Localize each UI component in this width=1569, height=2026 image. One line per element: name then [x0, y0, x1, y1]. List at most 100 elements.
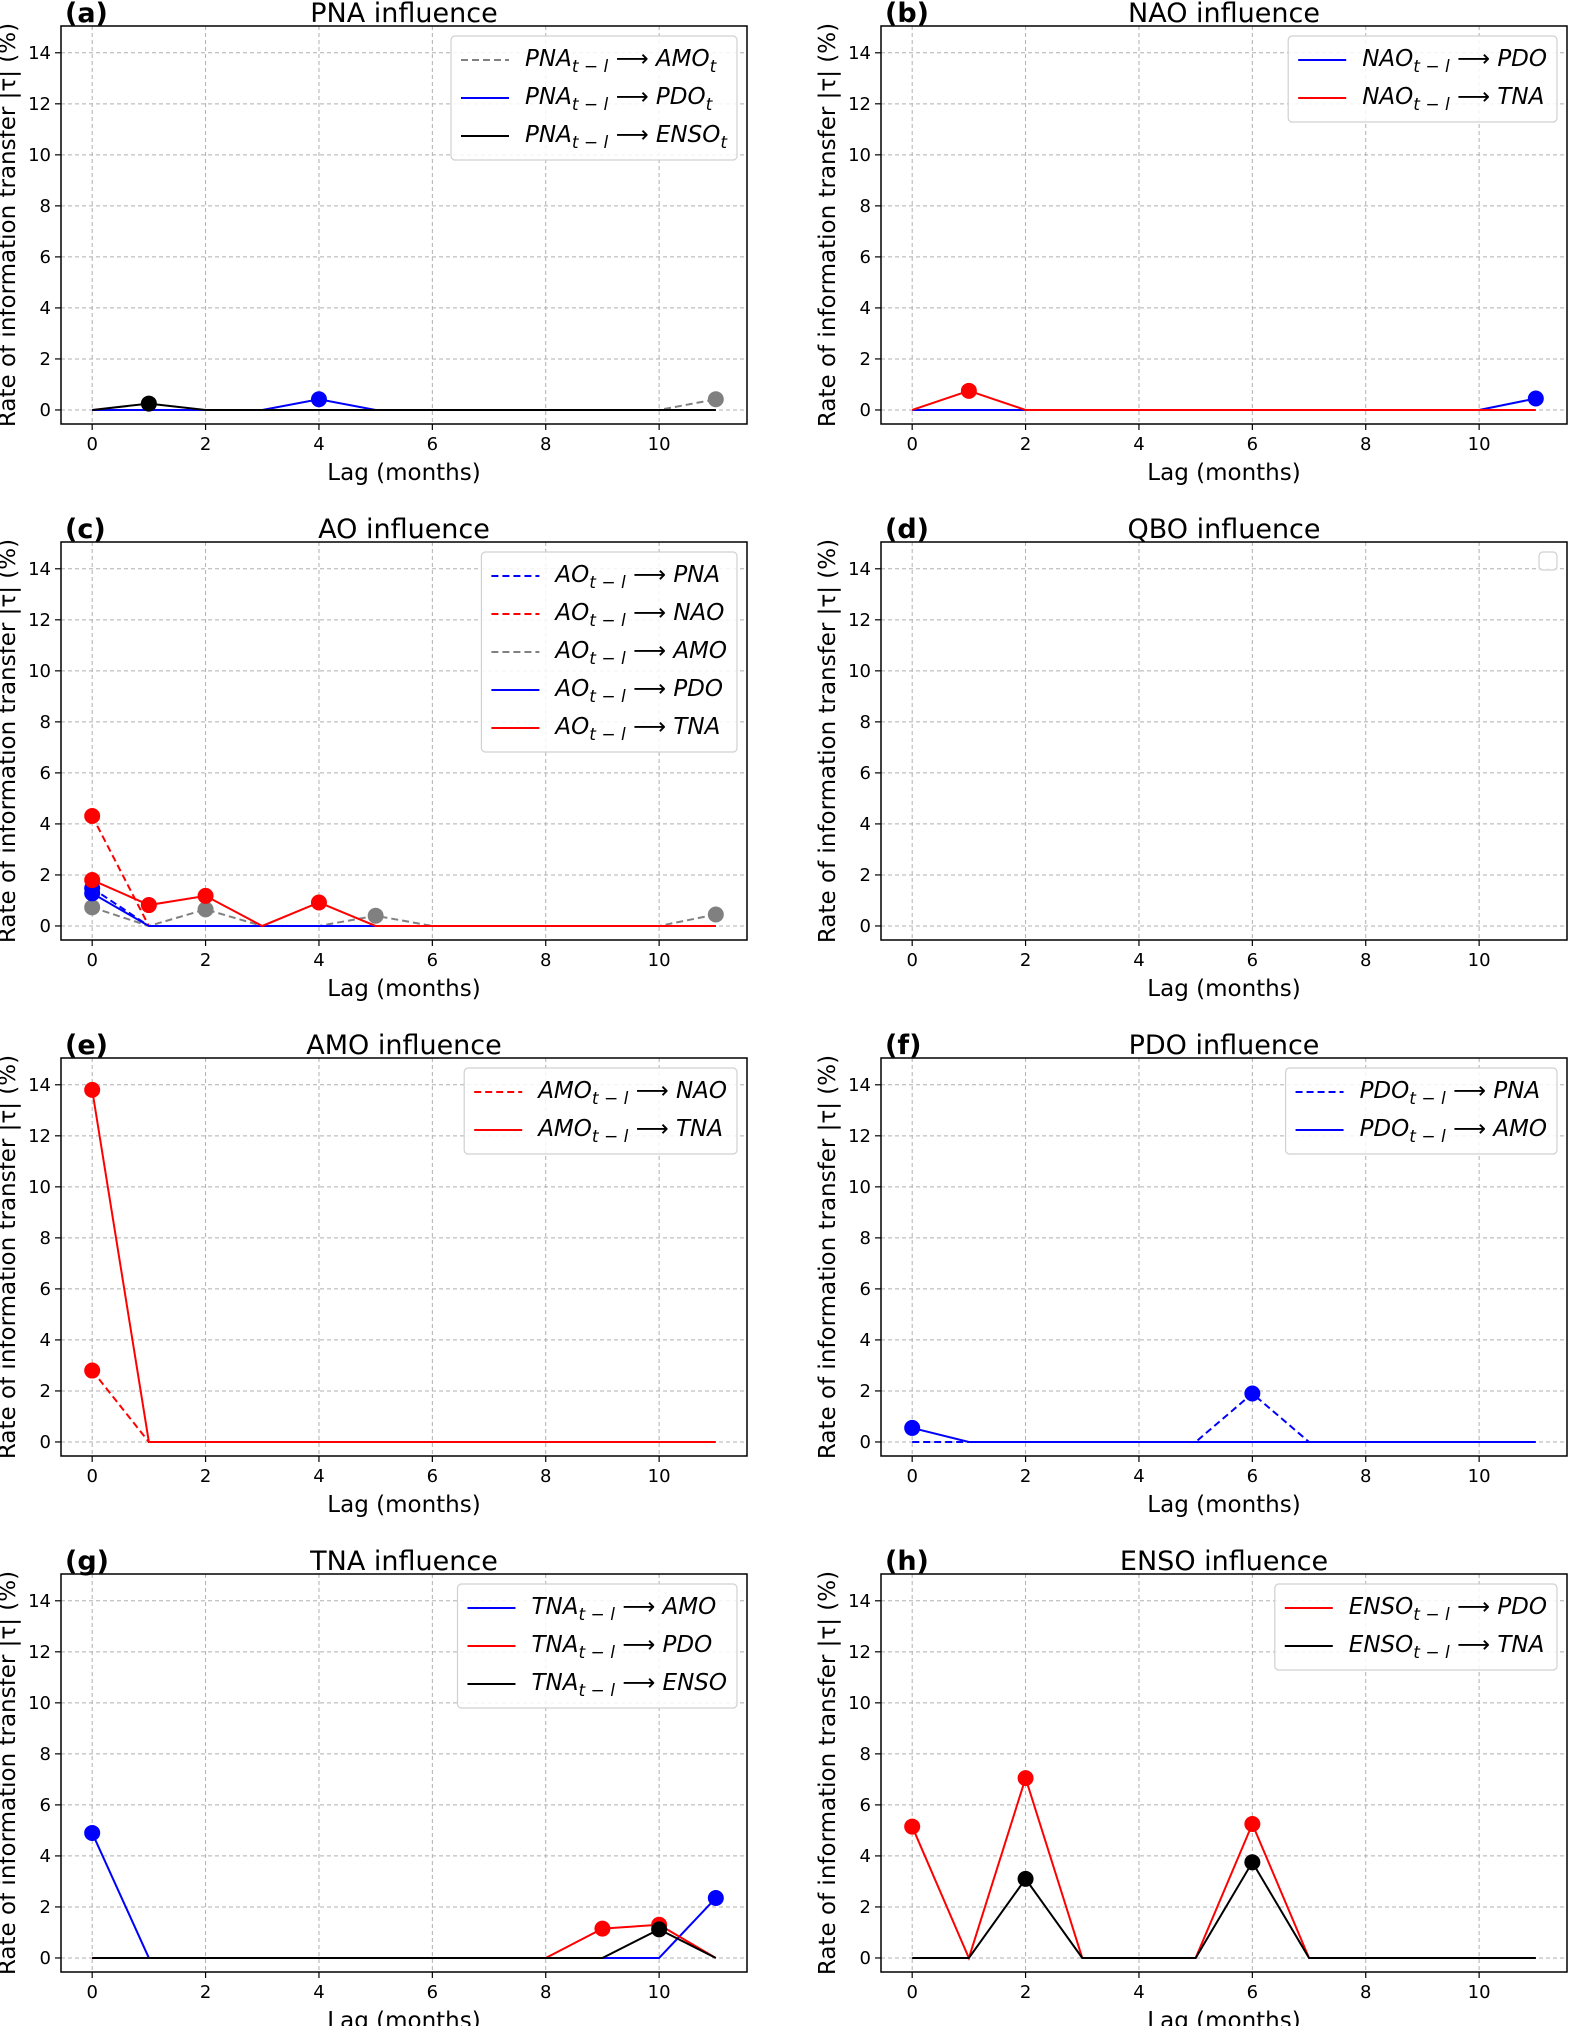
panel-a: 0 2 4 6 8 10 0 2 4 6 8 10 12 14 (a) PNA influence Lag (m… [0, 0, 748, 486]
legend-text: TNA [531, 1670, 578, 1696]
x-tick-label: 4 [1133, 950, 1144, 971]
x-axis-label: Lag (months) [1147, 460, 1300, 486]
x-tick-label: 4 [313, 1982, 324, 2003]
y-tick-label: 10 [28, 1177, 51, 1198]
legend-text: PNA [673, 562, 720, 588]
y-axis-label: Rate of information transfer |τ| (%) [815, 539, 841, 943]
legend-entry-label: PDOt − l ⟶ PNA [1360, 1078, 1541, 1109]
x-axis-label: Lag (months) [1147, 2008, 1300, 2026]
legend-text: AO [553, 676, 589, 702]
panel-label: (h) [885, 1546, 929, 1577]
series-line-amo-nao [91, 1369, 716, 1443]
legend-text: AMO [654, 46, 710, 72]
legend-text: PDO [1497, 46, 1547, 72]
data-point [904, 1419, 921, 1436]
series-line-tna-amo [91, 1832, 717, 1959]
legend-arrow: ⟶ [626, 714, 674, 740]
legend-box [1274, 1583, 1558, 1671]
legend-subscript: t − l [589, 687, 626, 707]
y-tick-label: 12 [28, 94, 51, 115]
panel-title: ENSO influence [1120, 1546, 1328, 1577]
data-point [1244, 1854, 1261, 1871]
legend-text: NAO [1362, 84, 1413, 110]
x-tick-label: 10 [1468, 1982, 1491, 2003]
x-tick-label: 10 [1468, 950, 1491, 971]
axes-frame [880, 1057, 1568, 1457]
x-tick-label: 4 [313, 434, 324, 455]
y-tick-label: 4 [40, 1846, 51, 1867]
legend-entry-label: NAOt − l ⟶ PDO [1362, 46, 1547, 77]
x-tick-label: 10 [648, 434, 671, 455]
y-tick-label: 14 [848, 1075, 871, 1096]
series-line-amo-tna [91, 1089, 716, 1443]
legend-text: TNA [1497, 84, 1544, 110]
x-tick-label: 4 [1133, 434, 1144, 455]
panel-label: (e) [65, 1030, 108, 1061]
y-tick-label: 4 [860, 814, 871, 835]
x-tick-label: 10 [1468, 1466, 1491, 1487]
legend: PNAt − l ⟶ AMOt PNAt − l ⟶ PDOt PNAt − l ⟶… [450, 35, 738, 161]
data-point [707, 906, 724, 923]
legend-text: PDO [1360, 1116, 1410, 1142]
series-line-tna-pdo [92, 1923, 717, 1959]
panel-b: 0 2 4 6 8 10 0 2 4 6 8 10 12 14 (b) NAO influence Lag (m… [815, 0, 1568, 486]
data-point [84, 872, 101, 889]
y-tick-label: 14 [848, 559, 871, 580]
data-point [84, 899, 101, 916]
panel-label: (g) [65, 1546, 109, 1577]
x-tick-label: 2 [200, 1982, 211, 2003]
y-tick-label: 2 [860, 1381, 871, 1402]
y-tick-label: 10 [848, 661, 871, 682]
y-tick-label: 12 [848, 94, 871, 115]
x-axis-label: Lag (months) [327, 976, 480, 1002]
panel-e: 0 2 4 6 8 10 0 2 4 6 8 10 12 14 (e) AMO influence Lag (m… [0, 1030, 748, 1518]
x-tick-label: 0 [86, 434, 97, 455]
y-tick-label: 10 [28, 661, 51, 682]
x-tick-label: 0 [86, 1982, 97, 2003]
x-tick-label: 2 [200, 434, 211, 455]
y-tick-label: 10 [848, 145, 871, 166]
y-tick-label: 6 [860, 247, 871, 268]
legend-text: AMO [536, 1078, 592, 1104]
legend-text: ENSO [1349, 1594, 1413, 1620]
y-tick-label: 6 [40, 247, 51, 268]
y-tick-label: 0 [40, 1432, 51, 1453]
axes-frame [880, 25, 1568, 425]
legend-entry-label: PNAt − l ⟶ ENSOt [525, 122, 728, 153]
legend-text: AO [553, 600, 589, 626]
legend-arrow: ⟶ [626, 600, 674, 626]
x-tick-label: 8 [540, 950, 551, 971]
y-tick-label: 0 [860, 400, 871, 421]
legend-box [450, 35, 738, 161]
x-tick-label: 0 [906, 1982, 917, 2003]
legend-entry-label: PNAt − l ⟶ PDOt [525, 84, 714, 115]
legend-text: PNA [525, 122, 572, 148]
y-tick-label: 14 [28, 559, 51, 580]
x-tick-label: 4 [1133, 1982, 1144, 2003]
x-tick-label: 2 [1020, 434, 1031, 455]
legend-arrow: ⟶ [615, 1594, 663, 1620]
data-point [367, 907, 384, 924]
legend-text: AO [553, 562, 589, 588]
legend-entry-label: PNAt − l ⟶ AMOt [525, 46, 718, 77]
legend-arrow: ⟶ [615, 1670, 663, 1696]
y-axis-label: Rate of information transfer |τ| (%) [815, 23, 841, 427]
series-line-ao-tna [91, 879, 716, 928]
y-tick-label: 4 [40, 1330, 51, 1351]
legend-text: PNA [1493, 1078, 1540, 1104]
x-tick-label: 6 [1247, 434, 1258, 455]
y-tick-label: 6 [40, 1279, 51, 1300]
y-tick-label: 6 [860, 1795, 871, 1816]
x-tick-label: 8 [1360, 1982, 1371, 2003]
legend-subscript: t − l [578, 1681, 615, 1701]
x-tick-label: 8 [540, 1466, 551, 1487]
y-tick-label: 12 [28, 1126, 51, 1147]
data-point [84, 808, 101, 825]
axes-frame [880, 541, 1568, 941]
legend-entry-label: TNAt − l ⟶ AMO [531, 1594, 716, 1625]
series-line-pdo-pna [912, 1392, 1536, 1443]
legend-text: AMO [671, 638, 727, 664]
legend-text: AO [553, 638, 589, 664]
panel-label: (b) [885, 0, 929, 29]
y-tick-label: 0 [860, 1948, 871, 1969]
